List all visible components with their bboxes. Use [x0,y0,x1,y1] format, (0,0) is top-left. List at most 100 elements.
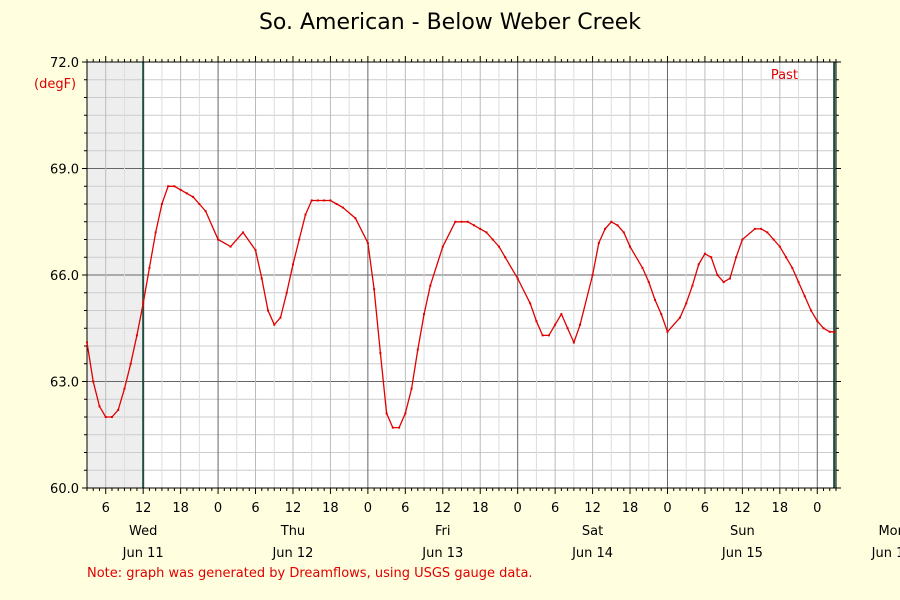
data-point [828,330,831,333]
y-axis-unit-label: (degF) [34,77,76,92]
data-point [129,362,132,365]
data-point [610,220,613,223]
x-day-label: Sat [582,524,603,539]
data-point [535,320,538,323]
data-point [529,302,532,305]
data-point [273,323,276,326]
x-date-label: Jun 13 [421,546,463,561]
data-point [810,309,813,312]
y-tick-label: 69.0 [50,163,79,178]
data-point [173,185,176,188]
data-point [391,426,394,429]
data-point [323,199,326,202]
data-point [833,330,836,333]
data-point [597,242,600,245]
data-point [229,245,232,248]
data-point [485,231,488,234]
data-point [441,245,444,248]
data-point [466,220,469,223]
y-tick-label: 72.0 [50,56,79,71]
x-hour-label: 18 [622,501,639,516]
data-point [816,320,819,323]
x-hour-label: 0 [514,501,522,516]
data-point [497,245,500,248]
data-point [423,313,426,316]
x-hour-label: 12 [734,501,751,516]
data-point [647,281,650,284]
data-point [354,217,357,220]
x-hour-label: 0 [813,501,821,516]
x-hour-label: 6 [551,501,559,516]
data-point [722,281,725,284]
x-hour-label: 0 [364,501,372,516]
data-point [285,291,288,294]
data-point [92,380,95,383]
x-hour-label: 18 [772,501,789,516]
data-point [385,412,388,415]
data-point [167,185,170,188]
data-point [772,238,775,241]
data-point [117,408,120,411]
data-point [641,266,644,269]
data-point [429,284,432,287]
data-point [335,203,338,205]
data-point [591,274,594,276]
data-point [379,352,382,355]
data-point [198,203,201,205]
x-hour-label: 6 [401,501,409,516]
data-point [279,316,282,319]
data-point [142,302,145,305]
data-point [691,284,694,287]
x-day-label: Mon [878,524,900,539]
data-point [329,199,332,202]
data-point [678,316,681,319]
data-point [616,224,619,227]
data-point [566,327,569,330]
data-point [123,387,126,390]
data-point [310,199,313,202]
x-hour-label: 12 [584,501,601,516]
data-point [398,426,401,429]
data-point [404,412,407,415]
x-date-label: Jun 11 [122,546,164,561]
data-point [135,334,138,337]
data-point [753,227,756,230]
data-point [666,330,669,333]
data-point [185,192,188,195]
data-point [604,227,607,230]
x-date-label: Jun 14 [571,546,613,561]
data-point [629,245,632,248]
data-point [460,220,463,223]
data-point [316,199,319,202]
data-point [192,195,195,198]
x-day-label: Sun [730,524,755,539]
x-hour-label: 6 [251,501,259,516]
data-point [491,238,494,241]
data-point [703,252,706,255]
data-point [803,295,806,298]
x-hour-label: 18 [172,501,189,516]
data-point [341,206,344,209]
footer-note: Note: graph was generated by Dreamflows,… [87,566,533,581]
data-point [741,238,744,241]
x-hour-label: 12 [285,501,302,516]
x-hour-label: 18 [322,501,339,516]
x-hour-label: 6 [701,501,709,516]
x-date-label: Jun 12 [271,546,313,561]
data-point [766,231,769,234]
data-point [728,277,731,280]
x-hour-label: 0 [214,501,222,516]
data-point [660,313,663,316]
x-hour-label: 12 [435,501,452,516]
data-point [735,256,738,259]
y-tick-label: 66.0 [50,269,79,284]
data-point [416,348,419,351]
data-point [373,288,376,291]
data-point [822,327,825,330]
data-point [791,266,794,269]
data-point [260,277,263,280]
data-point [697,263,700,266]
data-point [179,188,182,191]
data-point [104,416,107,418]
data-point [160,203,163,205]
